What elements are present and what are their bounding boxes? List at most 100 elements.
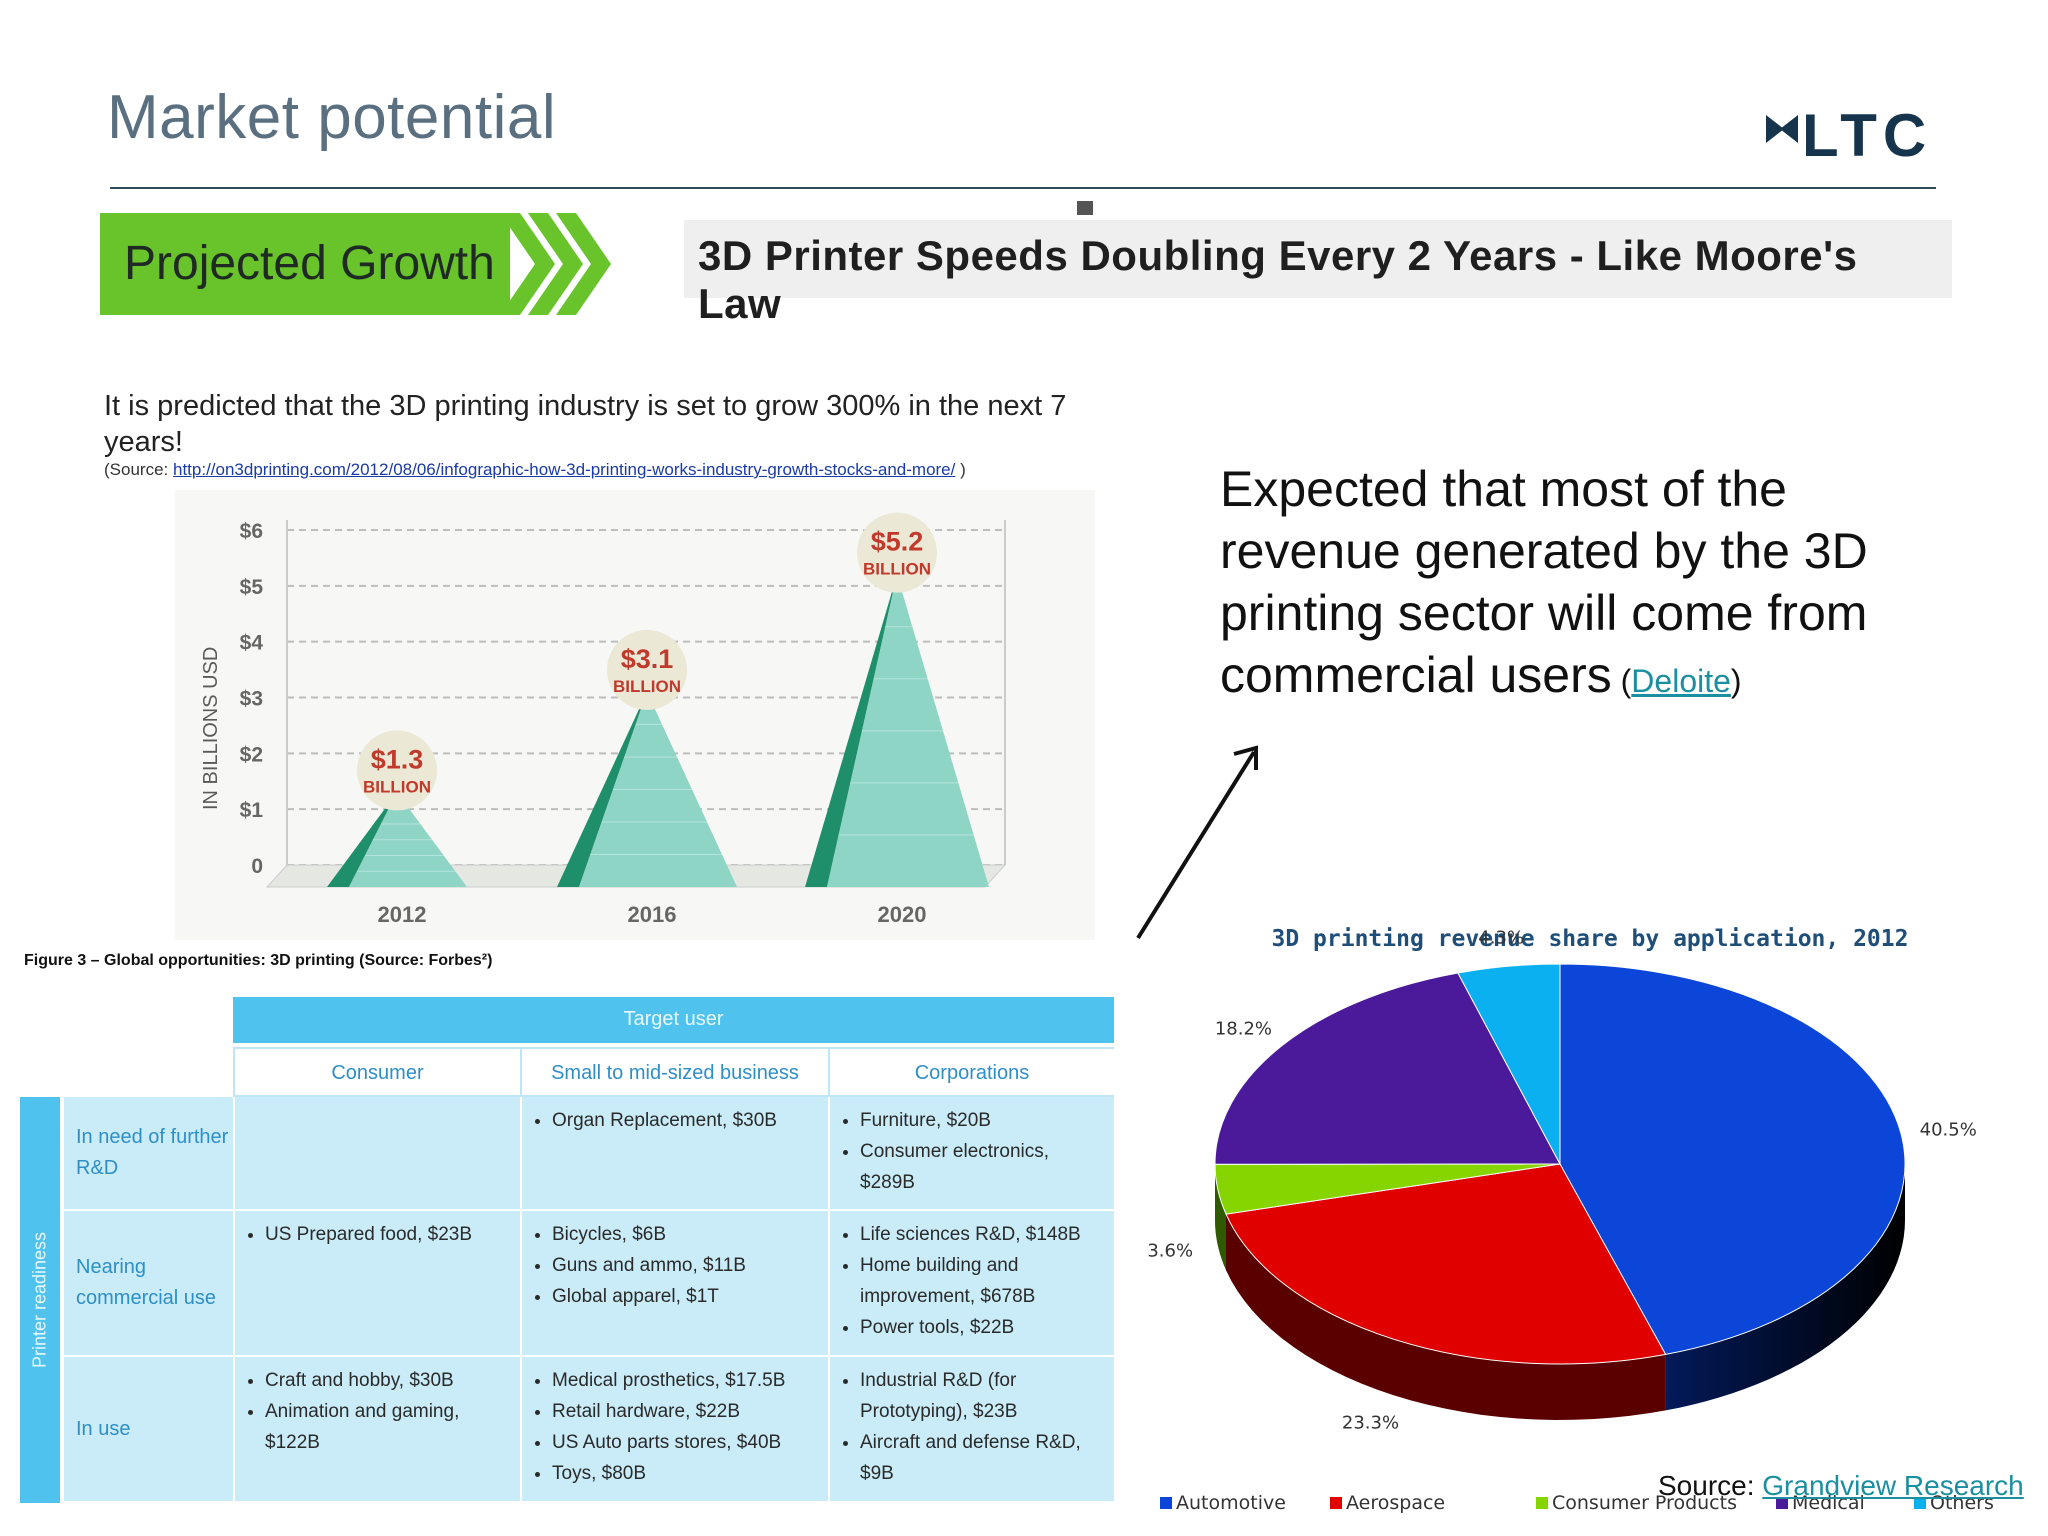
list-item: US Auto parts stores, $40B	[552, 1427, 818, 1458]
pie-slice-aerospace	[1225, 1163, 1667, 1365]
table-cell: Medical prosthetics, $17.5BRetail hardwa…	[522, 1357, 828, 1501]
page-title: Market potential	[107, 83, 557, 152]
logo-mark-icon	[1766, 115, 1784, 143]
list-item: Industrial R&D (for Prototyping), $23B	[860, 1365, 1104, 1427]
pie-value-label: 18.2%	[1215, 1019, 1272, 1040]
table-top-header: Target user	[233, 997, 1114, 1043]
pie-value-label: 4.3%	[1478, 928, 1524, 949]
opportunities-table: Target user Consumer Small to mid-sized bu…	[20, 997, 1114, 1503]
headline-box: 3D Printer Speeds Doubling Every 2 Years…	[684, 220, 1952, 327]
legend-swatch	[1776, 1497, 1788, 1509]
projected-growth-banner: Projected Growth	[100, 213, 611, 315]
y-tick-label: $2	[240, 743, 263, 766]
table-cell: Industrial R&D (for Prototyping), $23BAi…	[830, 1357, 1114, 1501]
list-item: Medical prosthetics, $17.5B	[552, 1365, 818, 1396]
value-label-bubble	[857, 512, 937, 593]
source-note: Source: Grandview Research	[1658, 1470, 2024, 1502]
legend-label: Others	[1930, 1492, 1994, 1514]
list-item: Life sciences R&D, $148B	[860, 1219, 1104, 1250]
row-side-header: Printer readiness	[20, 1097, 60, 1503]
legend-swatch	[1330, 1497, 1342, 1509]
pie-value-label: 23.3%	[1342, 1412, 1399, 1433]
cell-list: US Prepared food, $23B	[247, 1219, 510, 1250]
x-tick-label: 2012	[378, 902, 427, 927]
table-cell	[235, 1097, 520, 1209]
list-item: US Prepared food, $23B	[265, 1219, 510, 1250]
value-label-amount: $5.2	[871, 527, 924, 557]
table-cell: Organ Replacement, $30B	[522, 1097, 828, 1209]
source-suffix: )	[955, 460, 966, 479]
legend-swatch	[1914, 1497, 1926, 1509]
small-square-marker	[1077, 201, 1093, 215]
pie-chart: 3D printing revenue share by application…	[1147, 926, 1994, 1514]
table-cell: Furniture, $20BConsumer electronics, $28…	[830, 1097, 1114, 1209]
list-item: Guns and ammo, $11B	[552, 1250, 818, 1281]
chevron-arrows-icon	[500, 213, 611, 315]
list-item: Craft and hobby, $30B	[265, 1365, 510, 1396]
y-axis-label: IN BILLIONS USD	[200, 647, 222, 810]
table-cell: Life sciences R&D, $148BHome building an…	[830, 1211, 1114, 1355]
row-label: In need of further R&D	[64, 1097, 233, 1209]
list-item: Toys, $80B	[552, 1458, 818, 1489]
y-tick-label: $5	[240, 576, 264, 599]
pie-slice-medical	[1214, 972, 1561, 1165]
row-label: Nearing commercial use	[64, 1211, 233, 1355]
paren-close: )	[1730, 663, 1742, 699]
source-link[interactable]: http://on3dprinting.com/2012/08/06/infog…	[172, 460, 956, 479]
column-header: Corporations	[828, 1047, 1114, 1097]
legend-swatch	[1536, 1497, 1548, 1509]
cell-list: Organ Replacement, $30B	[534, 1105, 818, 1136]
y-tick-label: $1	[240, 799, 264, 822]
legend-label: Aerospace	[1346, 1492, 1445, 1514]
expectation-text: Expected that most of the revenue genera…	[1220, 458, 1980, 712]
bar-pyramid-2020	[805, 574, 989, 887]
y-tick-label: $3	[240, 688, 263, 711]
pie-side-aerospace	[1226, 1214, 1666, 1420]
pie-value-label: 3.6%	[1147, 1240, 1193, 1261]
paren-open: (	[1611, 663, 1632, 699]
x-tick-label: 2016	[628, 902, 677, 927]
title-divider	[110, 187, 1936, 189]
cell-list: Bicycles, $6BGuns and ammo, $11BGlobal a…	[534, 1219, 818, 1312]
x-tick-label: 2020	[878, 902, 927, 927]
table-cell: Craft and hobby, $30BAnimation and gamin…	[235, 1357, 520, 1501]
value-label-bubble	[357, 730, 437, 811]
column-header: Consumer	[233, 1047, 520, 1097]
y-tick-label: 0	[251, 855, 263, 878]
cell-list: Furniture, $20BConsumer electronics, $28…	[842, 1105, 1104, 1198]
source-note-prefix: Source:	[1658, 1470, 1763, 1501]
value-label-unit: BILLION	[863, 560, 931, 579]
legend-label: Automotive	[1176, 1492, 1286, 1514]
list-item: Organ Replacement, $30B	[552, 1105, 818, 1136]
side-header-label: Printer readiness	[29, 1231, 50, 1369]
list-item: Retail hardware, $22B	[552, 1396, 818, 1427]
value-label-bubble	[607, 629, 687, 710]
list-item: Furniture, $20B	[860, 1105, 1104, 1136]
y-tick-label: $4	[240, 632, 264, 655]
cell-list: Medical prosthetics, $17.5BRetail hardwa…	[534, 1365, 818, 1489]
legend-label: Medical	[1792, 1492, 1865, 1514]
grandview-link[interactable]: Grandview Research	[1762, 1470, 2024, 1501]
growth-chart: $1.3 BILLION $3.1 BILLION $5.2 BILLION 0 $1 $2 $…	[175, 490, 1095, 940]
list-item: Home building and improvement, $678B	[860, 1250, 1104, 1312]
pie-side-automotive	[1665, 1164, 1905, 1411]
list-item: Global apparel, $1T	[552, 1281, 818, 1312]
list-item: Power tools, $22B	[860, 1312, 1104, 1343]
headline-text: 3D Printer Speeds Doubling Every 2 Years…	[698, 232, 1858, 327]
banner-label: Projected Growth	[100, 213, 510, 315]
value-label-amount: $3.1	[621, 644, 674, 674]
pie-slice-others	[1457, 963, 1561, 1165]
source-prefix: (Source:	[104, 460, 173, 479]
prediction-text: It is predicted that the 3D printing ind…	[104, 390, 1067, 458]
figure-caption: Figure 3 – Global opportunities: 3D prin…	[24, 952, 493, 969]
prediction-source: (Source: http://on3dprinting.com/2012/08…	[104, 460, 966, 480]
pie-slice-automotive	[1559, 963, 1906, 1355]
value-label-unit: BILLION	[613, 677, 681, 696]
value-label-unit: BILLION	[363, 777, 431, 796]
row-label: In use	[64, 1357, 233, 1501]
deloite-link[interactable]: Deloite	[1631, 663, 1731, 699]
logo-mark-icon-right	[1780, 115, 1798, 143]
pie-title: 3D printing revenue share by application…	[1272, 926, 1909, 952]
expectation-body: Expected that most of the revenue genera…	[1220, 461, 1868, 703]
y-tick-label: $6	[240, 520, 263, 543]
